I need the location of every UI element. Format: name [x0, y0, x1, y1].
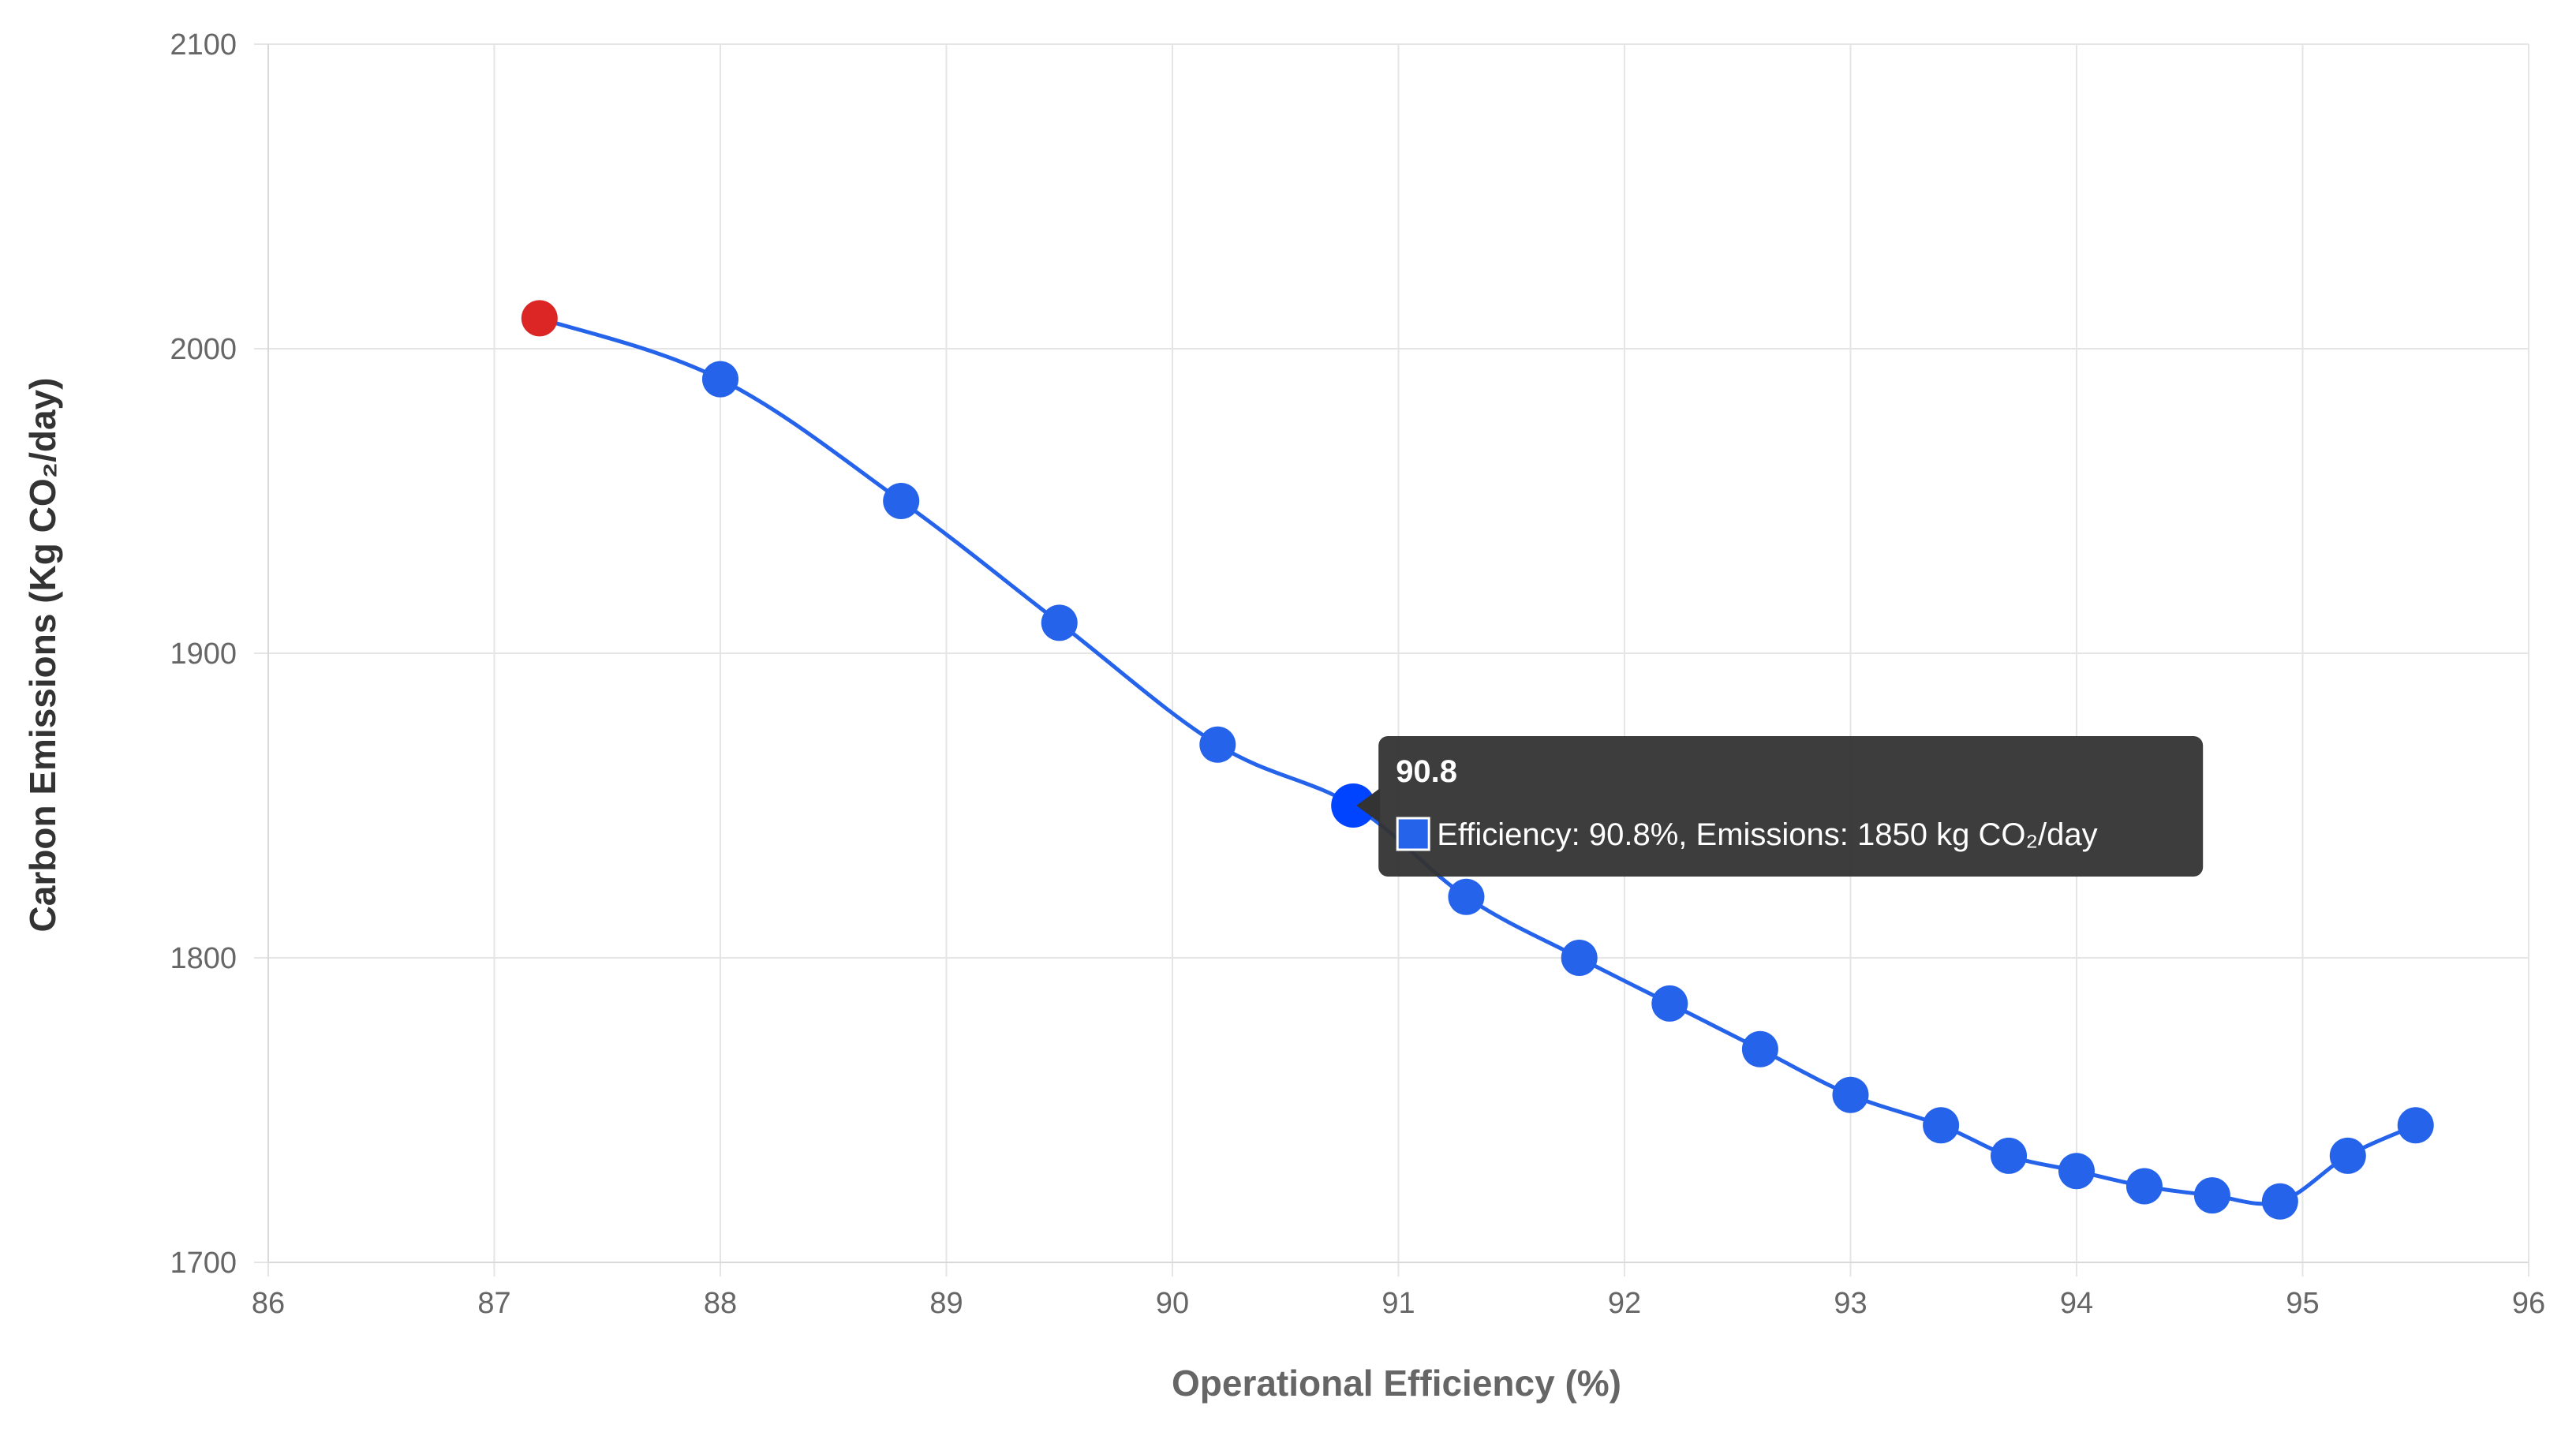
y-tick-label: 1800: [170, 942, 237, 975]
x-tick-label: 89: [929, 1287, 963, 1320]
data-point: [1651, 985, 1688, 1022]
data-point: [702, 361, 738, 398]
data-point-highlighted: [521, 300, 558, 337]
data-point: [1991, 1137, 2028, 1174]
data-point-active: [1331, 783, 1376, 828]
data-point: [883, 483, 920, 519]
y-tick-label: 1700: [170, 1247, 237, 1280]
x-axis-title: Operational Efficiency (%): [1172, 1363, 1621, 1404]
x-tick-label: 91: [1381, 1287, 1415, 1320]
data-point: [1448, 878, 1485, 915]
tooltip-color-swatch: [1396, 817, 1430, 851]
data-point: [2329, 1137, 2366, 1174]
data-point: [1741, 1030, 1778, 1067]
data-point: [2193, 1177, 2230, 1214]
tick-labels: 86 87 88 89 90 91 92 93 94 95 96 1700 1800 1900 2000 21…: [170, 28, 2545, 1320]
x-tick-label: 94: [2060, 1287, 2093, 1320]
tooltip: 90.8 Efficiency: 90.8%, Emissions: 1850 …: [1356, 736, 2204, 877]
x-tick-label: 96: [2512, 1287, 2545, 1320]
data-point: [2261, 1183, 2298, 1220]
data-point: [2125, 1168, 2163, 1205]
tooltip-caret: [1356, 788, 1381, 823]
x-tick-label: 86: [252, 1287, 285, 1320]
tooltip-box: [1378, 736, 2204, 877]
tooltip-title: 90.8: [1396, 754, 1457, 789]
x-tick-label: 93: [1834, 1287, 1867, 1320]
series-emissions: [539, 316, 2417, 1206]
y-axis-title: Carbon Emissions (Kg CO₂/day): [22, 378, 63, 933]
tooltip-body: Efficiency: 90.8%, Emissions: 1850 kg CO…: [1437, 817, 2097, 852]
y-tick-label: 2100: [170, 28, 237, 62]
data-point: [1832, 1076, 1869, 1113]
x-tick-label: 95: [2286, 1287, 2319, 1320]
data-point: [1561, 940, 1598, 976]
y-tick-label: 1900: [170, 637, 237, 671]
x-tick-label: 87: [477, 1287, 510, 1320]
data-point: [2397, 1107, 2434, 1144]
x-tick-label: 88: [704, 1287, 737, 1320]
axes: [267, 44, 2529, 1263]
data-point: [1199, 726, 1236, 763]
x-tick-label: 90: [1156, 1287, 1189, 1320]
y-tick-label: 2000: [170, 333, 237, 366]
series-line: [539, 316, 2417, 1206]
data-point: [2058, 1153, 2095, 1190]
x-tick-label: 92: [1608, 1287, 1641, 1320]
data-points: [521, 300, 2434, 1220]
data-point: [1923, 1107, 1960, 1144]
data-point: [1041, 604, 1078, 641]
grid-lines: [254, 43, 2529, 1277]
